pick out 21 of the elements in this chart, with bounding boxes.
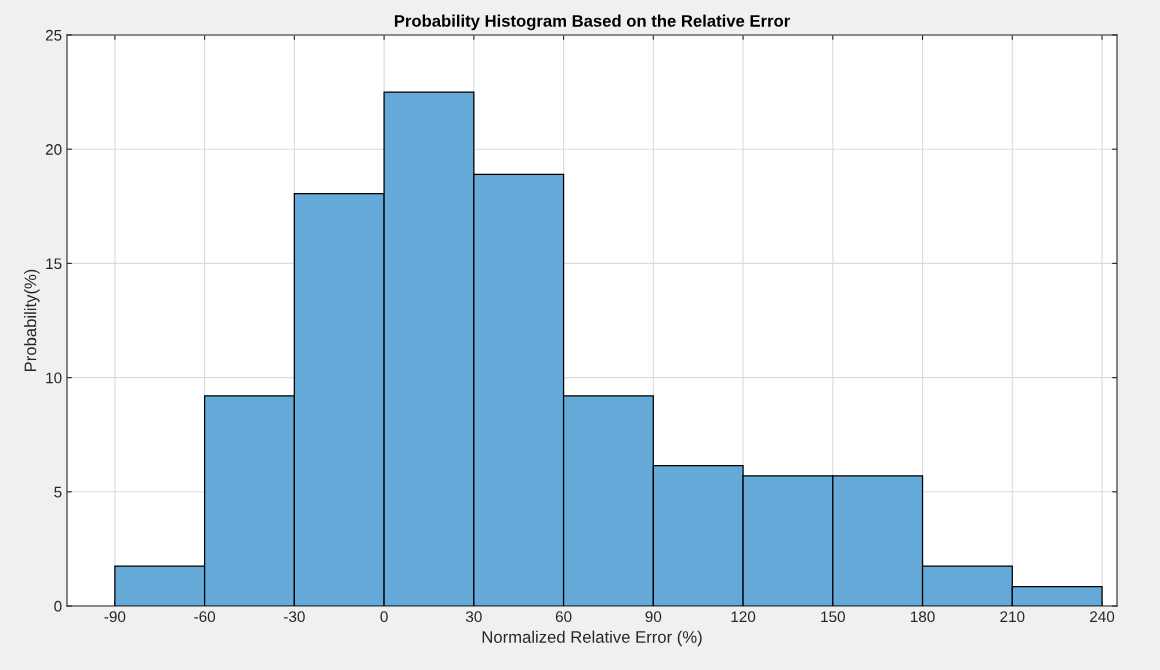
- y-tick-label: 25: [45, 29, 62, 41]
- x-tick-label: 240: [1090, 611, 1115, 623]
- x-tick-label: 30: [465, 611, 482, 623]
- x-tick-label: 0: [380, 611, 388, 623]
- x-tick-label: 90: [645, 611, 662, 623]
- y-tick-label: 5: [54, 486, 62, 498]
- x-axis-title: Normalized Relative Error (%): [482, 630, 702, 647]
- x-tick-label: -30: [283, 611, 305, 623]
- x-tick-label: 210: [1000, 611, 1025, 623]
- x-tick-label: -90: [104, 611, 126, 623]
- y-tick-label: 0: [54, 600, 62, 612]
- x-tick-label: 60: [555, 611, 572, 623]
- x-tick-label: 150: [821, 611, 845, 623]
- x-tick-label: 120: [731, 611, 756, 623]
- y-tick-label: 10: [46, 372, 62, 384]
- x-tick-label: 180: [910, 611, 935, 623]
- y-axis-title: Probability(%): [24, 269, 40, 371]
- y-tick-label: 20: [45, 144, 62, 155]
- chart-title: Probability Histogram Based on the Relative Error: [394, 14, 790, 31]
- y-tick-label: 15: [46, 258, 62, 270]
- x-tick-label: -60: [194, 611, 216, 623]
